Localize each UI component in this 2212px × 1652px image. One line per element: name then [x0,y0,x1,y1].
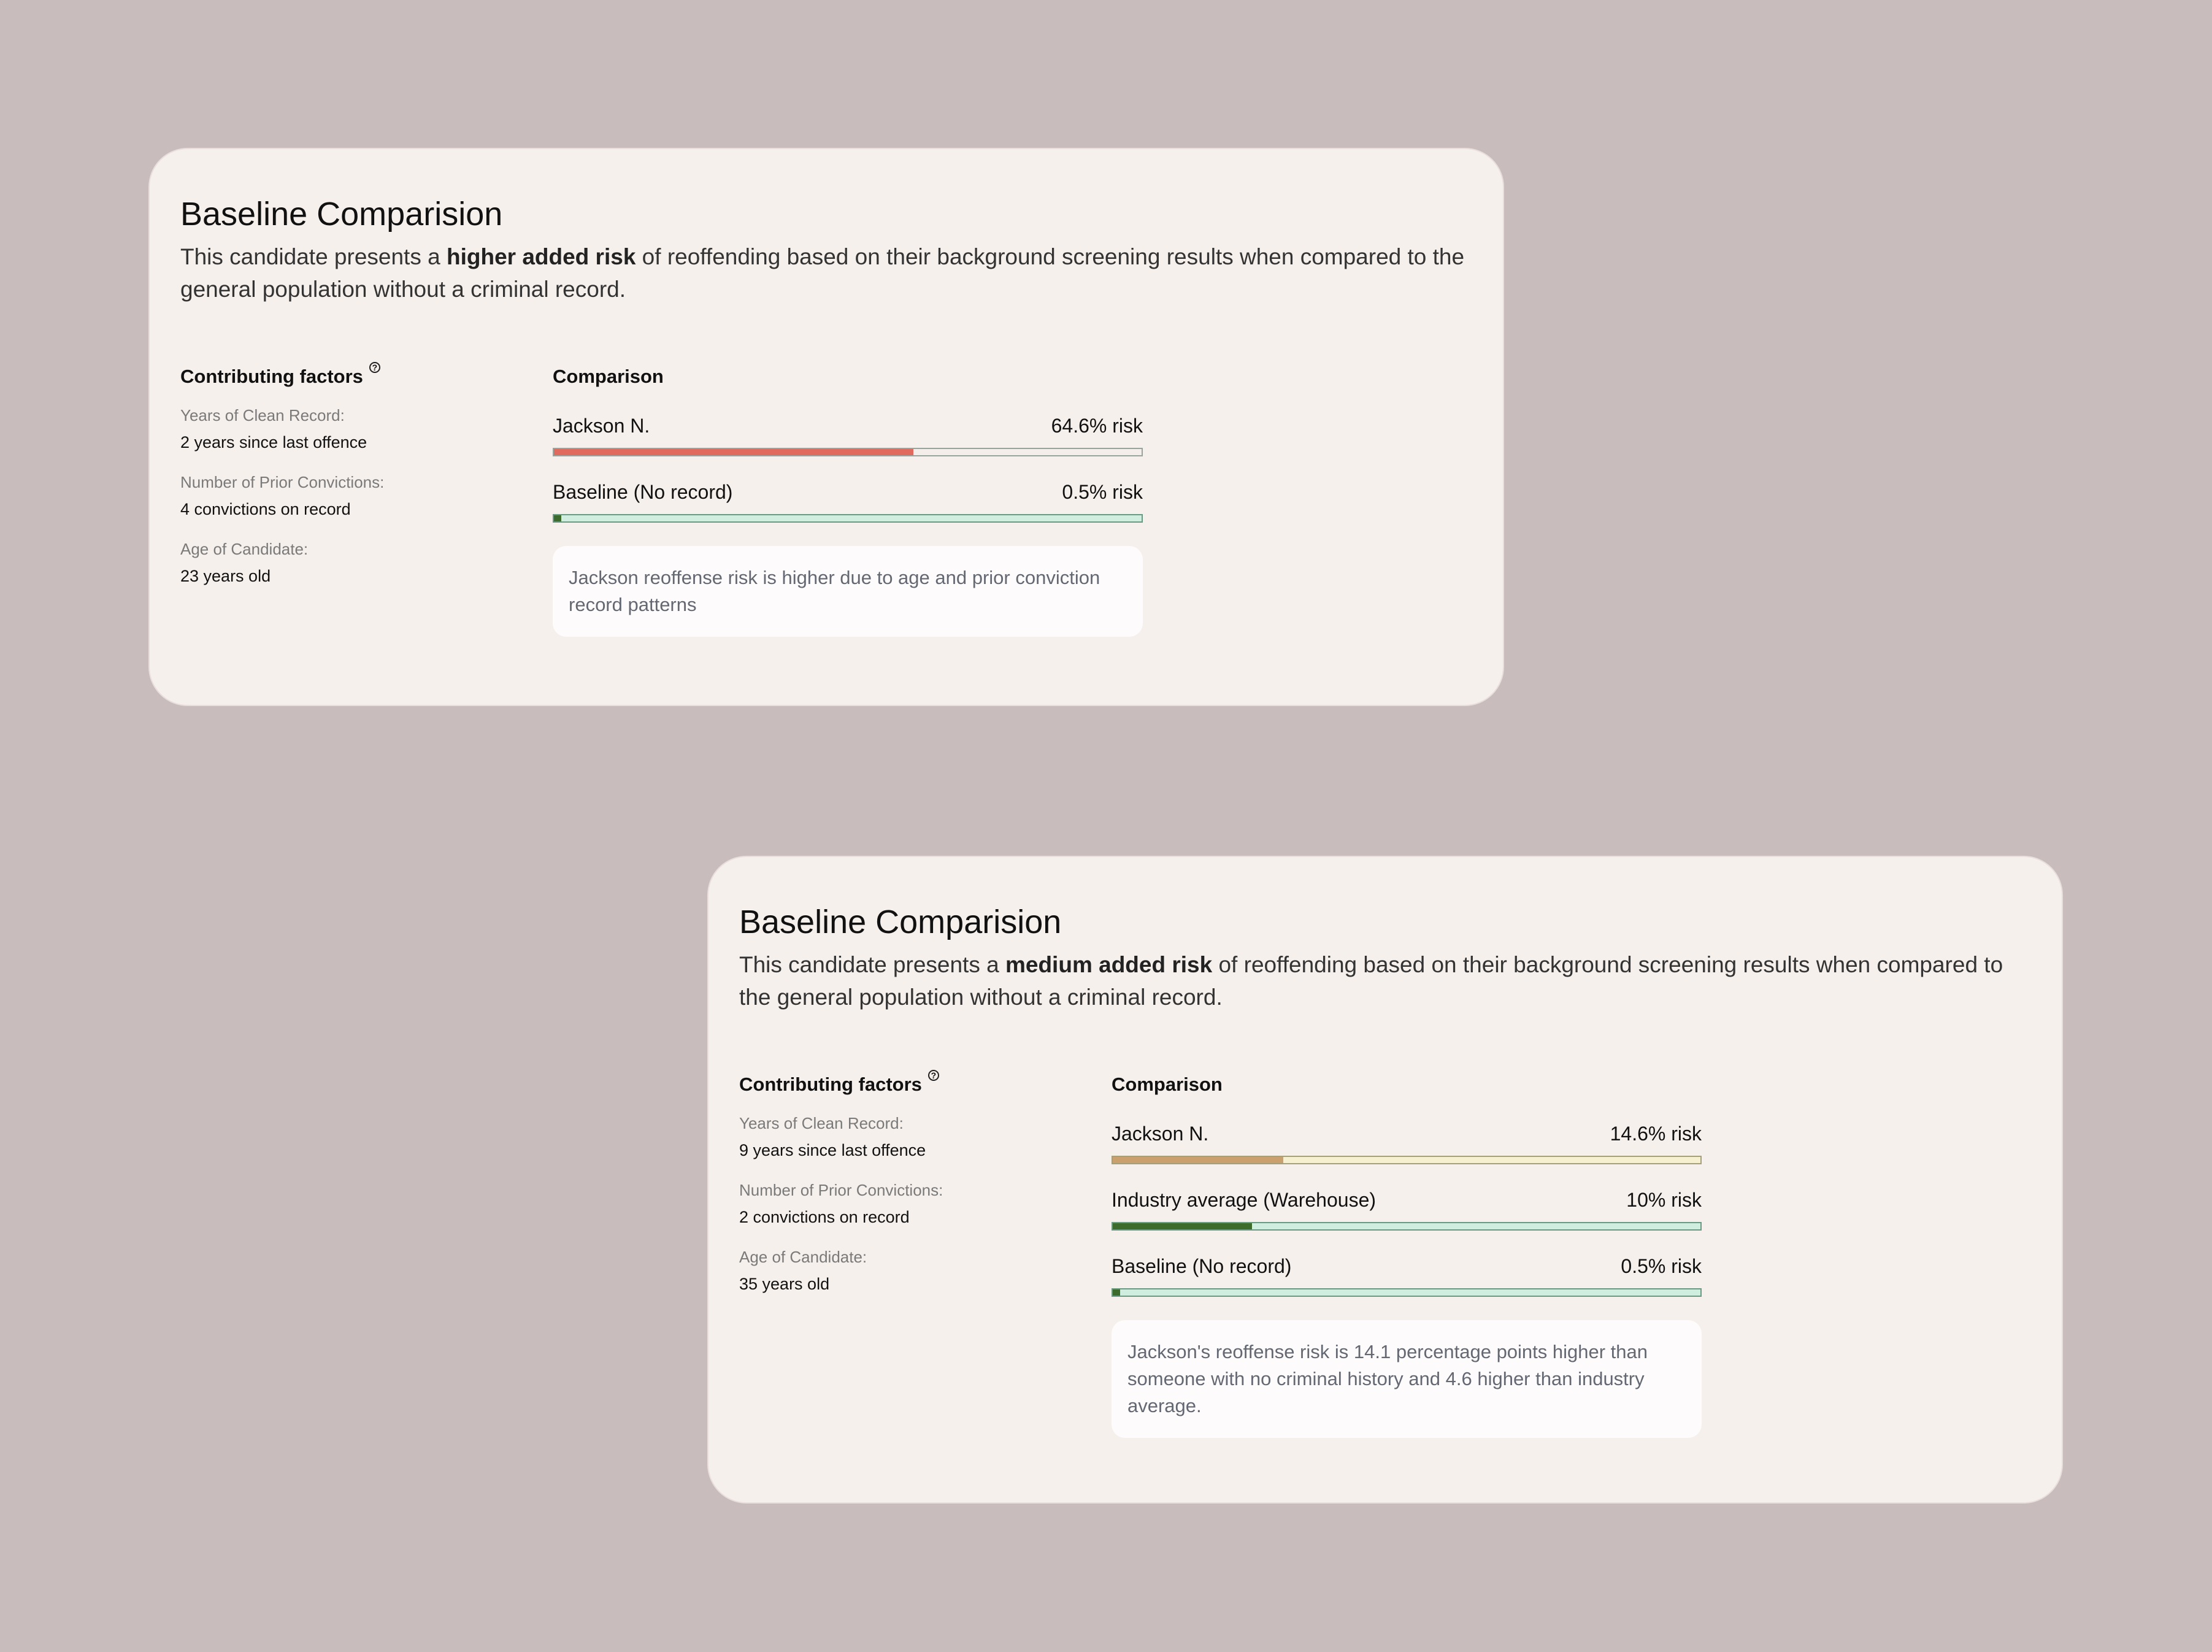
contributing-factors-panel: Contributing factors ? Years of Clean Re… [180,361,524,588]
risk-row-label: Baseline (No record) [553,480,733,503]
risk-row-candidate: Jackson N. 64.6% risk [553,413,1143,456]
factor-prior-convictions: Number of Prior Convictions: 2 convictio… [739,1180,943,1226]
card-title: Baseline Comparision [739,904,1062,940]
baseline-comparison-card-medium-risk: Baseline Comparision This candidate pres… [707,856,2063,1504]
risk-bar-fill [554,515,562,521]
risk-level-emphasis: medium added risk [1005,951,1213,977]
contributing-factors-heading: Contributing factors ? [180,361,524,390]
risk-row-baseline: Baseline (No record) 0.5% risk [553,480,1143,523]
card-description: This candidate presents a higher added r… [180,244,1465,302]
risk-row-baseline: Baseline (No record) 0.5% risk [1112,1254,1702,1297]
factor-age: Age of Candidate: 23 years old [180,539,309,585]
comparison-panel: Comparison Jackson N. 64.6% risk Baseline… [553,366,1143,637]
risk-row-label: Jackson N. [1112,1122,1209,1145]
question-circle-icon[interactable]: ? [369,361,380,373]
comparison-panel: Comparison Jackson N. 14.6% risk Industry… [1112,1074,1702,1438]
risk-row-value: 0.5% risk [1621,1254,1702,1277]
risk-bar [1112,1155,1702,1164]
comparison-heading: Comparison [553,365,664,387]
risk-level-emphasis: higher added risk [446,244,636,269]
card-title: Baseline Comparision [180,196,503,232]
risk-bar-fill [1113,1156,1283,1163]
card-description: This candidate presents a medium added r… [739,951,2003,1010]
factor-age: Age of Candidate: 35 years old [739,1247,867,1293]
factor-clean-record: Years of Clean Record: 2 years since las… [180,405,367,451]
risk-row-value: 14.6% risk [1610,1122,1702,1145]
comparison-heading: Comparison [1112,1073,1223,1095]
risk-row-value: 10% risk [1626,1188,1702,1211]
risk-row-value: 64.6% risk [1051,414,1143,437]
factor-clean-record: Years of Clean Record: 9 years since las… [739,1113,926,1159]
risk-row-label: Jackson N. [553,414,650,437]
factor-prior-convictions: Number of Prior Convictions: 4 convictio… [180,472,385,518]
risk-row-label: Industry average (Warehouse) [1112,1188,1377,1211]
risk-bar [1112,1221,1702,1231]
risk-bar-fill [1113,1289,1121,1296]
question-circle-icon[interactable]: ? [927,1069,939,1081]
risk-bar-fill [554,448,914,455]
risk-bar [1112,1288,1702,1297]
risk-bar [553,513,1143,523]
risk-row-label: Baseline (No record) [1112,1254,1292,1277]
risk-explanation-note: Jackson's reoffense risk is 14.1 percent… [1112,1320,1702,1438]
contributing-factors-panel: Contributing factors ? Years of Clean Re… [739,1069,1083,1296]
risk-explanation-note: Jackson reoffense risk is higher due to … [553,545,1143,637]
baseline-comparison-card-higher-risk: Baseline Comparision This candidate pres… [148,148,1504,706]
risk-row-value: 0.5% risk [1062,480,1143,503]
risk-bar [553,447,1143,456]
risk-row-candidate: Jackson N. 14.6% risk [1112,1121,1702,1164]
contributing-factors-heading: Contributing factors ? [739,1069,1083,1098]
risk-row-industry: Industry average (Warehouse) 10% risk [1112,1188,1702,1231]
risk-bar-fill [1113,1223,1253,1229]
